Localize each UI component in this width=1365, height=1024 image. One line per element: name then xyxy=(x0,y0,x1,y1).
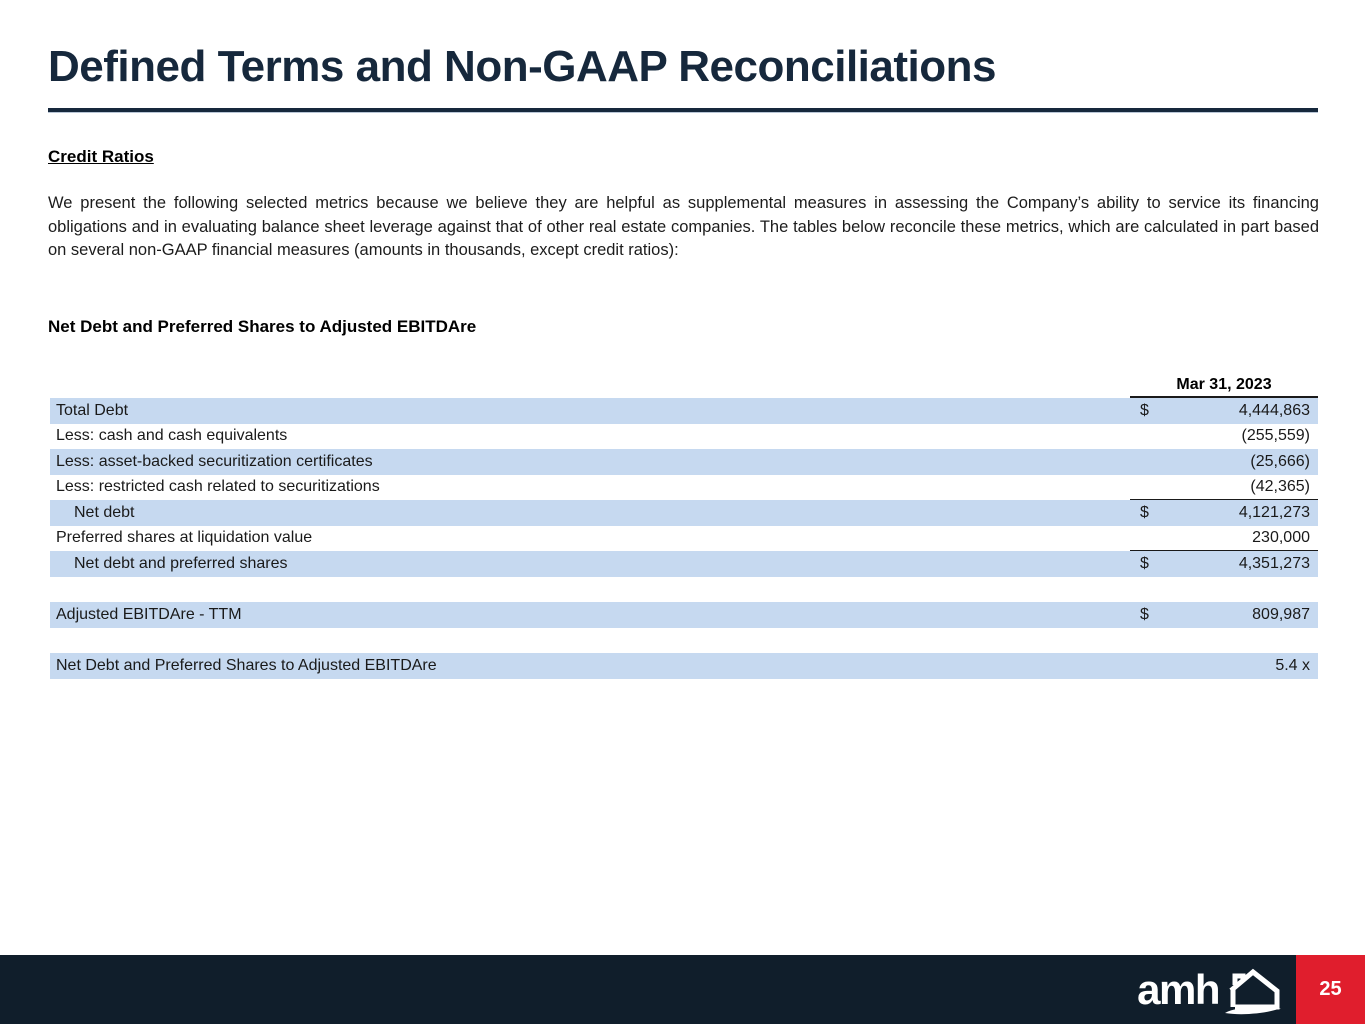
row-value: 4,351,273 xyxy=(1238,554,1310,572)
logo-text: amh xyxy=(1137,966,1220,1013)
row-value-cell: $4,351,273 xyxy=(1130,551,1318,577)
row-value-cell: (255,559) xyxy=(1130,424,1318,450)
credit-table-body: Total Debt $4,444,863 Less: cash and cash … xyxy=(50,398,1318,679)
credit-ratios-table: Mar 31, 2023 Total Debt $4,444,863 Less: c… xyxy=(50,374,1318,679)
row-value-cell: 5.4 x xyxy=(1130,653,1318,679)
amh-house-icon xyxy=(1223,961,1285,1019)
row-value-cell: (25,666) xyxy=(1130,449,1318,475)
row-value: 809,987 xyxy=(1252,605,1310,623)
row-label: Preferred shares at liquidation value xyxy=(56,529,313,547)
page-number-box: 25 xyxy=(1296,955,1365,1024)
dollar-sign: $ xyxy=(1140,605,1149,623)
row-value-cell: $4,444,863 xyxy=(1130,398,1318,424)
row-label: Less: cash and cash equivalents xyxy=(56,427,288,445)
row-label: Net debt xyxy=(74,503,135,521)
row-value-cell: $4,121,273 xyxy=(1130,500,1318,526)
table-row: Net Debt and Preferred Shares to Adjuste… xyxy=(50,653,1318,679)
title-divider xyxy=(48,108,1318,113)
row-label: Net debt and preferred shares xyxy=(74,554,288,572)
table-row: Less: cash and cash equivalents (255,559) xyxy=(50,424,1318,450)
row-value-cell: $809,987 xyxy=(1130,602,1318,628)
row-label: Less: restricted cash related to securit… xyxy=(56,478,380,496)
body-paragraph: We present the following selected metric… xyxy=(48,194,1319,259)
table-row: Preferred shares at liquidation value 230… xyxy=(50,526,1318,551)
row-label: Total Debt xyxy=(56,401,129,419)
row-value: (42,365) xyxy=(1250,477,1310,495)
row-value: (25,666) xyxy=(1250,452,1310,470)
table-row: Less: restricted cash related to securit… xyxy=(50,475,1318,500)
table-header-row: Mar 31, 2023 xyxy=(50,374,1318,398)
table-row: Total Debt $4,444,863 xyxy=(50,398,1318,424)
row-value-cell: 230,000 xyxy=(1130,526,1318,551)
table-spacer-row xyxy=(50,628,1318,654)
page-number: 25 xyxy=(1319,978,1342,1000)
table-row: Net debt and preferred shares $4,351,273 xyxy=(50,551,1318,577)
table-title: Net Debt and Preferred Shares to Adjuste… xyxy=(48,317,477,336)
row-value: 5.4 x xyxy=(1275,656,1310,674)
row-label: Less: asset-backed securitization certif… xyxy=(56,452,373,470)
footer-bar: amh 25 xyxy=(0,955,1365,1024)
table-row: Net debt $4,121,273 xyxy=(50,500,1318,526)
row-value: (255,559) xyxy=(1241,427,1311,445)
row-label: Adjusted EBITDAre - TTM xyxy=(56,605,242,623)
row-value: 230,000 xyxy=(1252,528,1310,546)
dollar-sign: $ xyxy=(1140,554,1149,572)
table-row: Less: asset-backed securitization certif… xyxy=(50,449,1318,475)
dollar-sign: $ xyxy=(1140,401,1149,419)
row-value: 4,121,273 xyxy=(1238,503,1310,521)
page-title: Defined Terms and Non-GAAP Reconciliatio… xyxy=(48,42,996,91)
company-logo: amh xyxy=(1137,955,1285,1024)
dollar-sign: $ xyxy=(1140,503,1149,521)
row-label: Net Debt and Preferred Shares to Adjuste… xyxy=(56,656,437,674)
table-spacer-row xyxy=(50,577,1318,603)
section-heading: Credit Ratios xyxy=(48,147,154,166)
row-value: 4,444,863 xyxy=(1238,401,1310,419)
column-header-date: Mar 31, 2023 xyxy=(1130,376,1318,398)
table-row: Adjusted EBITDAre - TTM $809,987 xyxy=(50,602,1318,628)
row-value-cell: (42,365) xyxy=(1130,475,1318,500)
